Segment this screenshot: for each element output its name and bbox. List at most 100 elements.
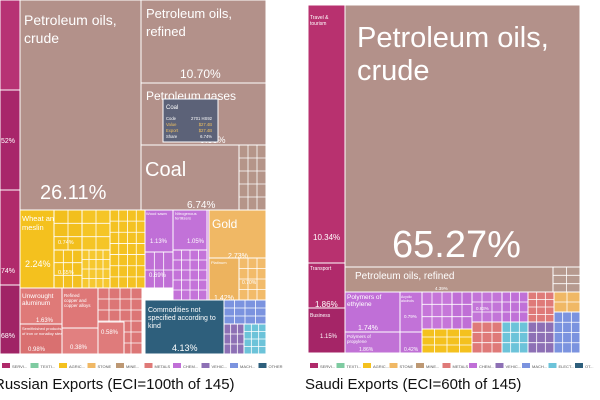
nitrogen-fert-label: Nitrogenous — [175, 211, 197, 216]
transport-cell[interactable] — [307, 262, 346, 309]
tooltip-key: Value — [166, 122, 177, 127]
wheat-value: 2.24% — [25, 259, 51, 269]
wheat-label: meslin — [22, 223, 44, 232]
transport-label: Transport — [310, 266, 332, 272]
aluminum-value: 1.63% — [36, 318, 54, 324]
polypropylene-label: Polymers of — [347, 334, 372, 339]
legend-item-label: SERVI... — [12, 364, 27, 369]
wheat-label: Wheat and — [22, 214, 58, 223]
legend-item-swatch — [258, 363, 267, 368]
tooltip-value: $27.4B — [199, 122, 212, 127]
legend-item-label: VEHIC... — [212, 364, 228, 369]
travel-tourism-label: tourism — [310, 21, 326, 27]
refined-oil-value: 10.70% — [180, 67, 221, 81]
commodities-cell[interactable] — [144, 299, 225, 355]
steel-label: of iron or nonalloy steel — [22, 331, 63, 336]
legend-item-swatch — [522, 363, 530, 368]
platinum-value: 1.42% — [214, 295, 234, 302]
legend-item-label: AGRIC... — [69, 364, 85, 369]
commodities-value: 4.13% — [172, 343, 198, 353]
coal-label: Coal — [145, 159, 186, 181]
tooltip-value: 2701 HS92 — [191, 116, 213, 121]
legend-item-label: ELECT... — [559, 364, 575, 369]
services-cell[interactable] — [0, 0, 21, 91]
legend-item-swatch — [87, 363, 96, 368]
crude-oil-label: crude — [24, 30, 59, 46]
vehicles-grid-block[interactable] — [223, 323, 245, 355]
gold-label: Gold — [212, 217, 237, 231]
tooltip-title: Coal — [166, 105, 178, 111]
saudi-crude-oil-value: 65.27% — [392, 224, 521, 266]
legend-item-label: OT... — [585, 364, 593, 369]
legend-item-label: TEXTI... — [41, 364, 56, 369]
legend-item-label: STONE — [98, 364, 112, 369]
saudi-chem-share-label: 0.83% — [476, 306, 489, 311]
wood-cell[interactable] — [144, 209, 174, 253]
platinum-cell[interactable] — [208, 257, 240, 301]
agri-grid-c-block[interactable] — [53, 249, 83, 289]
chem-share-label: 1.13% — [150, 239, 168, 245]
legend-item-swatch — [336, 363, 345, 368]
travel-tourism-cell[interactable] — [307, 4, 346, 264]
polypropylene-label: propylene — [347, 339, 367, 344]
refined-oil-label: Petroleum oils, — [146, 6, 232, 21]
saudi-exports-caption: Saudi Exports (ECI=60th of 145) — [305, 376, 522, 393]
saudi-exports-treemap: Travel &tourism 10.34% Transport 1.86% Busin… — [307, 4, 593, 369]
services-cell[interactable] — [0, 284, 21, 355]
agri-share-label: 0.74% — [58, 240, 74, 246]
copper-label: copper and — [64, 298, 87, 303]
nitrogen-fert-cell[interactable] — [172, 209, 208, 251]
refined-oil-cell[interactable] — [140, 0, 267, 84]
polyethylene-cell[interactable] — [344, 291, 401, 333]
legend-item-label: METALS — [155, 364, 171, 369]
petroleum-small-grid-block[interactable] — [238, 144, 267, 211]
saudi-chem-grid-c-block[interactable] — [471, 291, 503, 323]
legend-item-swatch — [116, 363, 124, 368]
legend-item-swatch — [230, 363, 238, 368]
polyethylene-value: 1.74% — [358, 325, 378, 332]
legend-item-swatch — [469, 363, 477, 368]
legend-item-swatch — [416, 363, 424, 368]
chem-share-label: 0.69% — [149, 273, 167, 279]
saudi-exports-panel: Travel & tourism 10.34% Transport 1.86% Busin… — [300, 0, 600, 400]
refined-oil-label: refined — [146, 24, 186, 39]
legend-item-label: TEXTI... — [347, 364, 362, 369]
saudi-chem-grid-a-block[interactable] — [421, 291, 453, 330]
tooltip-key: Share — [166, 134, 178, 139]
saudi-chem-grid-d-block[interactable] — [501, 291, 529, 323]
steel-label: Semifinished products — [22, 326, 61, 331]
steel-cell[interactable] — [19, 323, 63, 355]
wood-label: Wood sawn — [146, 211, 167, 216]
legend-item-label: STONE — [400, 364, 414, 369]
metals-share-label: 0.38% — [70, 345, 88, 351]
legend-item-swatch — [173, 363, 181, 368]
saudi-refined-oil-label: Petroleum oils, refined — [355, 271, 455, 282]
legend-item-swatch — [495, 363, 504, 368]
metals-cell[interactable] — [97, 321, 125, 355]
gold-cell[interactable] — [208, 209, 267, 259]
services-share-label: 52% — [1, 138, 15, 145]
saudi-electronics-grid-block[interactable] — [501, 321, 529, 354]
gold-value: 2.73% — [228, 253, 248, 260]
saudi-metals-grid-block[interactable] — [471, 321, 503, 354]
legend-item-label: MINE... — [126, 364, 139, 369]
legend-item-label: MACH... — [240, 364, 255, 369]
copper-label: Refined — [64, 293, 80, 298]
saudi-vehicles-grid-block[interactable] — [527, 321, 555, 354]
legend-item-swatch — [201, 363, 210, 368]
saudi-crude-oil-cell[interactable] — [344, 4, 581, 268]
transport-value: 1.86% — [315, 300, 338, 309]
saudi-crude-oil-label: crude — [357, 55, 430, 87]
chem-share-label: 1.05% — [187, 239, 205, 245]
copper-label: copper alloys — [64, 303, 91, 308]
legend-item-label: OTHER — [269, 364, 283, 369]
coal-tooltip[interactable] — [162, 98, 219, 143]
travel-tourism-value: 10.34% — [313, 233, 340, 242]
services-share-label: 74% — [1, 268, 15, 275]
commodities-label: kind — [148, 323, 161, 330]
legend-item-label: CHEM... — [183, 364, 198, 369]
aluminum-label: aluminum — [22, 300, 50, 307]
tooltip-value: 6.74% — [200, 134, 212, 139]
metals-cell[interactable] — [61, 327, 99, 355]
saudi-chem-share-label: 1.86% — [359, 347, 374, 353]
